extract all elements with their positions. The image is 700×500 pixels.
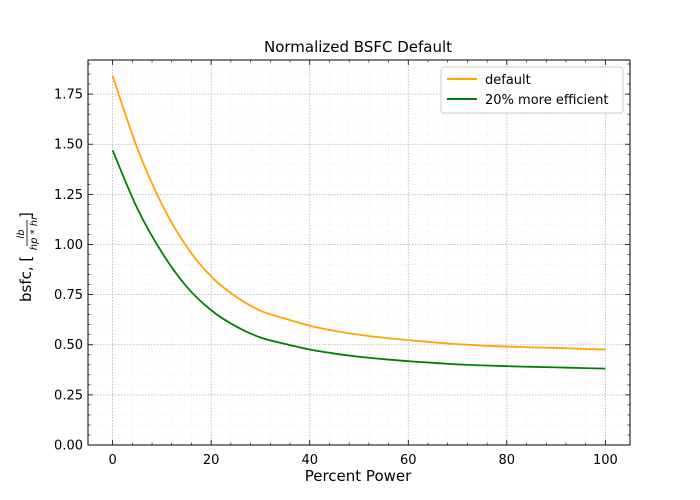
y-tick-label: 1.50 bbox=[54, 138, 83, 153]
y-tick-label: 0.25 bbox=[54, 388, 83, 403]
y-axis-title-prefix: bsfc, [ bbox=[17, 256, 35, 302]
axis-ticks: 0 20 40 60 80 100 0.00 0.25 0.50 0.75 1.00 1.25 1.50… bbox=[54, 60, 630, 468]
x-tick-label: 20 bbox=[203, 453, 220, 468]
y-tick-label: 0.50 bbox=[54, 338, 83, 353]
y-axis-title-suffix: ] bbox=[17, 212, 35, 218]
x-axis-title: Percent Power bbox=[305, 467, 412, 485]
x-tick-label: 60 bbox=[400, 453, 417, 468]
plot-area-frame bbox=[87, 59, 631, 446]
series-layer bbox=[111, 75, 606, 370]
minor-grid bbox=[88, 60, 630, 445]
y-axis-title-numerator: lb bbox=[16, 229, 27, 238]
legend: default 20% more efficient bbox=[440, 66, 624, 114]
legend-box bbox=[440, 66, 624, 114]
y-tick-label: 0.00 bbox=[54, 439, 83, 454]
series-line-default bbox=[111, 75, 606, 351]
y-axis-title: bsfc, [ lb hp * hr ] bbox=[16, 212, 40, 302]
x-tick-label: 0 bbox=[108, 453, 116, 468]
x-tick-label: 40 bbox=[301, 453, 318, 468]
y-axis-title-denominator: hp * hr bbox=[29, 215, 40, 250]
x-tick-label: 80 bbox=[499, 453, 516, 468]
chart-title: Normalized BSFC Default bbox=[264, 38, 452, 56]
y-tick-label: 0.75 bbox=[54, 288, 83, 303]
y-tick-label: 1.25 bbox=[54, 188, 83, 203]
legend-label-default: default bbox=[485, 73, 531, 88]
legend-label-20-more-efficient: 20% more efficient bbox=[485, 93, 609, 108]
x-tick-label: 100 bbox=[593, 453, 618, 468]
y-tick-label: 1.00 bbox=[54, 238, 83, 253]
series-line-20-more-efficient bbox=[111, 149, 606, 370]
y-tick-label: 1.75 bbox=[54, 88, 83, 103]
